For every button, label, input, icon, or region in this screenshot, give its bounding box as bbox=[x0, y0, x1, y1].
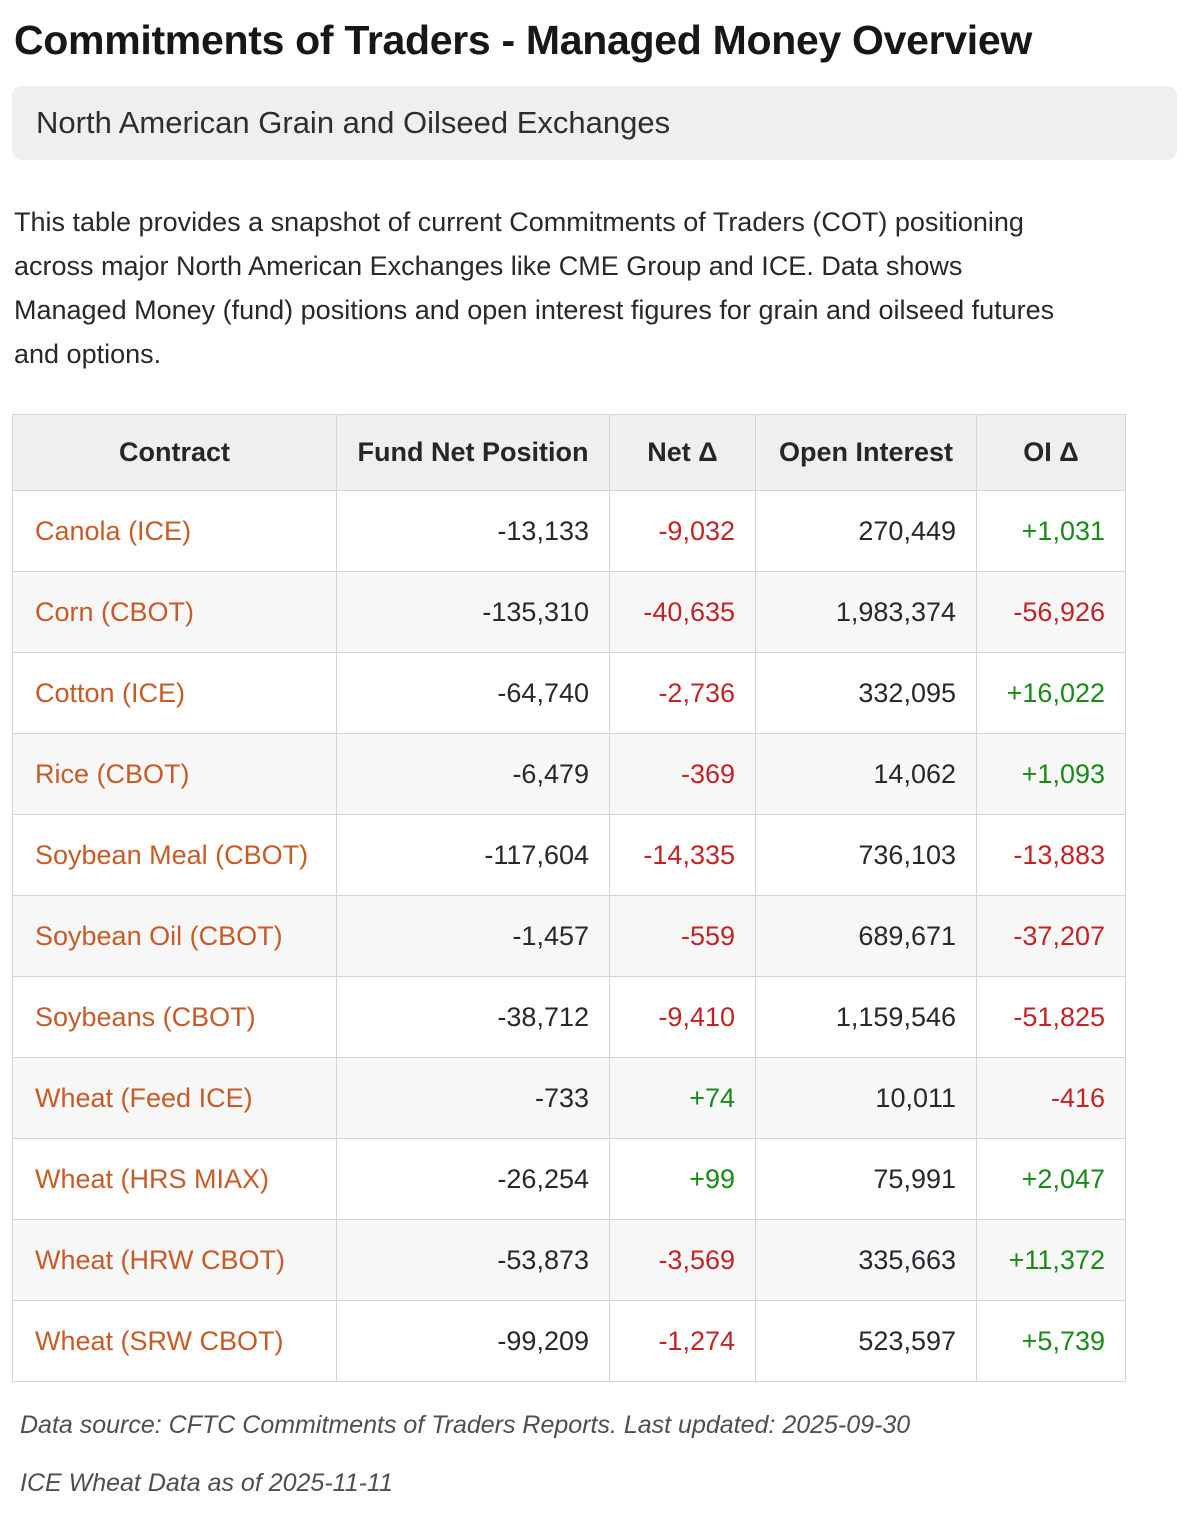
col-header-net-delta: Net Δ bbox=[609, 414, 756, 492]
fund-net-position-cell: -38,712 bbox=[336, 976, 610, 1059]
net-delta-cell: -2,736 bbox=[609, 652, 756, 735]
net-delta-cell: +74 bbox=[609, 1057, 756, 1140]
contract-cell: Soybean Meal (CBOT) bbox=[12, 814, 337, 897]
table-row: Wheat (SRW CBOT) -99,209 -1,274 523,597 +5,7… bbox=[12, 1300, 1126, 1383]
net-delta-cell: -14,335 bbox=[609, 814, 756, 897]
oi-delta-cell: +11,372 bbox=[976, 1219, 1126, 1302]
page-title: Commitments of Traders - Managed Money O… bbox=[14, 17, 1032, 63]
oi-delta-cell: +2,047 bbox=[976, 1138, 1126, 1221]
table-row: Soybean Meal (CBOT) -117,604 -14,335 736,10… bbox=[12, 814, 1126, 897]
table-row: Canola (ICE) -13,133 -9,032 270,449 +1,031 bbox=[12, 490, 1126, 573]
subtitle-text: North American Grain and Oilseed Exchang… bbox=[36, 105, 671, 141]
contract-cell: Corn (CBOT) bbox=[12, 571, 337, 654]
open-interest-cell: 523,597 bbox=[755, 1300, 977, 1383]
contract-cell: Wheat (Feed ICE) bbox=[12, 1057, 337, 1140]
footnote-data-source: Data source: CFTC Commitments of Traders… bbox=[20, 1411, 911, 1440]
open-interest-cell: 10,011 bbox=[755, 1057, 977, 1140]
fund-net-position-cell: -135,310 bbox=[336, 571, 610, 654]
table-row: Cotton (ICE) -64,740 -2,736 332,095 +16,022 bbox=[12, 652, 1126, 735]
fund-net-position-cell: -6,479 bbox=[336, 733, 610, 816]
net-delta-cell: -9,032 bbox=[609, 490, 756, 573]
oi-delta-cell: +5,739 bbox=[976, 1300, 1126, 1383]
table-row: Soybean Oil (CBOT) -1,457 -559 689,671 -37,2… bbox=[12, 895, 1126, 978]
open-interest-cell: 75,991 bbox=[755, 1138, 977, 1221]
footnotes: Data source: CFTC Commitments of Traders… bbox=[12, 1410, 1177, 1498]
open-interest-cell: 270,449 bbox=[755, 490, 977, 573]
table-row: Wheat (Feed ICE) -733 +74 10,011 -416 bbox=[12, 1057, 1126, 1140]
table-header-row: Contract Fund Net Position Net Δ Open In… bbox=[12, 414, 1126, 492]
oi-delta-cell: -37,207 bbox=[976, 895, 1126, 978]
open-interest-cell: 332,095 bbox=[755, 652, 977, 735]
fund-net-position-cell: -13,133 bbox=[336, 490, 610, 573]
open-interest-cell: 689,671 bbox=[755, 895, 977, 978]
open-interest-cell: 335,663 bbox=[755, 1219, 977, 1302]
col-header-contract: Contract bbox=[12, 414, 337, 492]
oi-delta-cell: +16,022 bbox=[976, 652, 1126, 735]
open-interest-cell: 736,103 bbox=[755, 814, 977, 897]
fund-net-position-cell: -26,254 bbox=[336, 1138, 610, 1221]
table-row: Soybeans (CBOT) -38,712 -9,410 1,159,546 -51… bbox=[12, 976, 1126, 1059]
table-row: Wheat (HRW CBOT) -53,873 -3,569 335,663 +11,… bbox=[12, 1219, 1126, 1302]
table-row: Rice (CBOT) -6,479 -369 14,062 +1,093 bbox=[12, 733, 1126, 816]
col-header-oi-delta: OI Δ bbox=[976, 414, 1126, 492]
open-interest-cell: 1,983,374 bbox=[755, 571, 977, 654]
contract-cell: Wheat (SRW CBOT) bbox=[12, 1300, 337, 1383]
net-delta-cell: -369 bbox=[609, 733, 756, 816]
net-delta-cell: -559 bbox=[609, 895, 756, 978]
footnote-ice-wheat: ICE Wheat Data as of 2025-11-11 bbox=[20, 1469, 393, 1498]
table-row: Corn (CBOT) -135,310 -40,635 1,983,374 -56,9… bbox=[12, 571, 1126, 654]
fund-net-position-cell: -117,604 bbox=[336, 814, 610, 897]
fund-net-position-cell: -1,457 bbox=[336, 895, 610, 978]
oi-delta-cell: +1,031 bbox=[976, 490, 1126, 573]
col-header-open-interest: Open Interest bbox=[755, 414, 977, 492]
open-interest-cell: 1,159,546 bbox=[755, 976, 977, 1059]
col-header-fund-net-position: Fund Net Position bbox=[336, 414, 610, 492]
net-delta-cell: -9,410 bbox=[609, 976, 756, 1059]
fund-net-position-cell: -733 bbox=[336, 1057, 610, 1140]
fund-net-position-cell: -53,873 bbox=[336, 1219, 610, 1302]
net-delta-cell: -1,274 bbox=[609, 1300, 756, 1383]
oi-delta-cell: -56,926 bbox=[976, 571, 1126, 654]
contract-cell: Rice (CBOT) bbox=[12, 733, 337, 816]
table-row: Wheat (HRS MIAX) -26,254 +99 75,991 +2,047 bbox=[12, 1138, 1126, 1221]
contract-cell: Canola (ICE) bbox=[12, 490, 337, 573]
contract-cell: Soybean Oil (CBOT) bbox=[12, 895, 337, 978]
oi-delta-cell: +1,093 bbox=[976, 733, 1126, 816]
contract-cell: Wheat (HRS MIAX) bbox=[12, 1138, 337, 1221]
oi-delta-cell: -13,883 bbox=[976, 814, 1126, 897]
fund-net-position-cell: -99,209 bbox=[336, 1300, 610, 1383]
contract-cell: Soybeans (CBOT) bbox=[12, 976, 337, 1059]
oi-delta-cell: -51,825 bbox=[976, 976, 1126, 1059]
contract-cell: Cotton (ICE) bbox=[12, 652, 337, 735]
subtitle-banner: North American Grain and Oilseed Exchang… bbox=[12, 86, 1177, 161]
contract-cell: Wheat (HRW CBOT) bbox=[12, 1219, 337, 1302]
net-delta-cell: -40,635 bbox=[609, 571, 756, 654]
net-delta-cell: -3,569 bbox=[609, 1219, 756, 1302]
open-interest-cell: 14,062 bbox=[755, 733, 977, 816]
net-delta-cell: +99 bbox=[609, 1138, 756, 1221]
fund-net-position-cell: -64,740 bbox=[336, 652, 610, 735]
cot-table: Contract Fund Net Position Net Δ Open In… bbox=[12, 414, 1126, 1383]
description: This table provides a snapshot of curren… bbox=[14, 207, 1055, 370]
oi-delta-cell: -416 bbox=[976, 1057, 1126, 1140]
